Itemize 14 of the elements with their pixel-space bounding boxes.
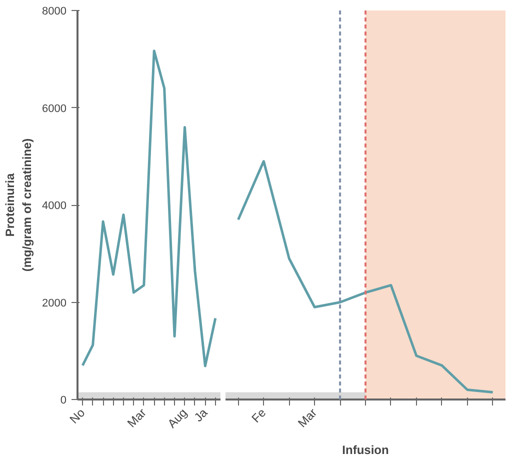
y-tick-label: 4000 — [42, 200, 67, 212]
x-tick-label: Ja — [191, 405, 210, 424]
x-tick-label: Mar — [295, 406, 320, 430]
y-tick-label: 2000 — [42, 297, 67, 310]
x-tick-label: Fe — [248, 405, 269, 426]
line-series — [81, 50, 217, 368]
y-tick-label: 0 — [60, 394, 67, 406]
x-axis-title: Infusion — [342, 443, 389, 458]
x-tick-label: No — [66, 405, 88, 426]
x-tick-label: Mar — [124, 406, 149, 430]
y-axis-title: Proteinuria (mg/gram of creatinine) — [3, 138, 34, 272]
y-tick-label: 8000 — [42, 6, 67, 18]
x-tick-label: Aug — [164, 406, 190, 431]
y-tick-label: 6000 — [42, 102, 67, 115]
